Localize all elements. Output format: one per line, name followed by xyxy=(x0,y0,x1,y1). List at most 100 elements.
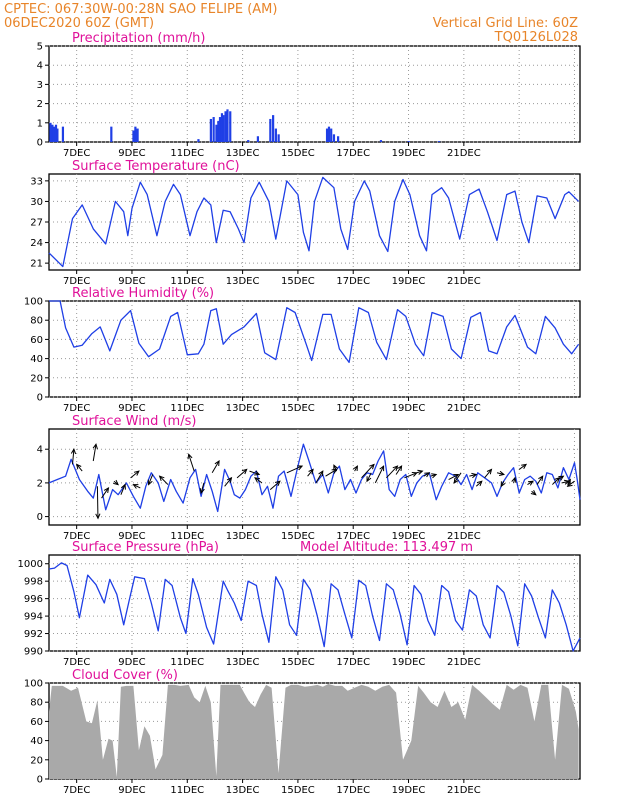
precip-bar xyxy=(269,118,272,142)
precip-bar xyxy=(277,134,280,142)
forecast-date: 06DEC2020 60Z (GMT) xyxy=(4,16,154,31)
wind-arrow-shaft xyxy=(307,469,314,477)
wind-arrow-shaft xyxy=(475,480,483,487)
precip-bar xyxy=(209,118,212,142)
station-header: CPTEC: 067:30W-00:28N SAO FELIPE (AM) xyxy=(4,2,277,17)
humidity-xtick-label: 21DEC xyxy=(447,403,481,414)
wind-xtick-label: 9DEC xyxy=(118,531,145,542)
wind-arrow-head xyxy=(133,470,140,476)
precip-bar xyxy=(56,128,59,142)
temperature-xtick-label: 7DEC xyxy=(63,276,90,287)
temperature-panel: 21 24 27 30 33 7DEC 9DEC 11DEC 13DEC 15DEC 17DEC 19… xyxy=(30,159,581,287)
cloud-panel: 0 20 40 60 80 100 7DEC 9DEC 11DEC 13DEC 15DEC 17DEC… xyxy=(24,668,581,796)
wind-arrow-shaft xyxy=(386,465,398,479)
wind-arrow-head xyxy=(527,480,534,486)
wind-arrow-shaft xyxy=(361,464,375,479)
wind-arrow-shaft xyxy=(448,474,459,480)
pressure-frame xyxy=(48,554,581,652)
precip-bar xyxy=(132,130,135,142)
vertical-grid-note: Vertical Grid Line: 60Z xyxy=(433,16,578,31)
pressure-xtick-label: 9DEC xyxy=(118,657,145,668)
wind-ytick-label: 0 xyxy=(37,512,43,523)
wind-arrow-head xyxy=(353,465,358,472)
wind-arrow-shaft xyxy=(374,465,385,484)
wind-arrow-head xyxy=(103,486,110,493)
precip-bar xyxy=(325,128,329,142)
wind-arrow-head xyxy=(558,475,565,481)
wind-arrow-head xyxy=(187,453,193,460)
wind-arrow-shaft xyxy=(567,480,575,487)
wind-xtick-label: 19DEC xyxy=(392,531,426,542)
cloud-xtick-label: 17DEC xyxy=(336,785,370,796)
cloud-ytick-label: 0 xyxy=(37,775,43,786)
wind-arrow-shaft xyxy=(236,469,248,479)
humidity-xtick-label: 11DEC xyxy=(170,403,204,414)
temperature-ytick-label: 30 xyxy=(30,197,43,208)
wind-xtick-label: 7DEC xyxy=(63,531,90,542)
wind-arrow-head xyxy=(241,468,248,475)
humidity-ytick-label: 80 xyxy=(30,316,43,327)
precip-bar xyxy=(226,109,229,142)
wind-arrow-head xyxy=(158,475,165,482)
humidity-line xyxy=(49,300,580,364)
cloud-ytick-label: 60 xyxy=(30,717,43,728)
wind-arrow-head xyxy=(214,460,220,467)
humidity-ytick-label: 40 xyxy=(30,354,43,365)
precip-bar xyxy=(217,120,220,142)
pressure-ytick-label: 998 xyxy=(24,577,43,588)
precipitation-ytick-label: 0 xyxy=(37,138,43,149)
precip-bar xyxy=(49,122,52,142)
wind-arrow-head xyxy=(147,479,153,486)
precipitation-xtick-label: 19DEC xyxy=(392,148,426,159)
precip-bar xyxy=(61,126,65,142)
temperature-ytick-label: 24 xyxy=(30,238,43,249)
wind-arrow-shaft xyxy=(211,460,220,474)
wind-xtick-label: 13DEC xyxy=(226,531,260,542)
precip-bar xyxy=(330,128,333,142)
wind-arrow-head xyxy=(566,478,571,485)
cloud-title: Cloud Cover (%) xyxy=(72,668,178,683)
precip-bar xyxy=(215,124,218,142)
precipitation-xtick-label: 11DEC xyxy=(170,148,204,159)
cloud-ytick-label: 20 xyxy=(30,755,43,766)
wind-arrow-head xyxy=(453,473,460,479)
wind-arrow-shaft xyxy=(188,454,195,472)
wind-arrow-shaft xyxy=(133,484,141,489)
wind-arrow-head xyxy=(566,481,573,487)
wind-arrow-head xyxy=(411,472,418,477)
wind-arrow-head xyxy=(366,476,372,483)
wind-arrow-head xyxy=(70,448,77,455)
wind-frame xyxy=(48,428,581,526)
precip-bar xyxy=(110,126,113,142)
wind-arrow-shaft xyxy=(484,469,492,479)
temperature-title: Surface Temperature (nC) xyxy=(72,159,240,174)
wind-arrow-head xyxy=(397,465,403,472)
wind-arrow-head xyxy=(132,484,139,489)
wind-arrow-head xyxy=(521,463,528,470)
wind-arrow-shaft xyxy=(76,464,83,472)
wind-arrow-head xyxy=(199,488,205,495)
wind-arrow-head xyxy=(274,480,281,486)
precip-bar xyxy=(224,111,227,142)
wind-xtick-label: 17DEC xyxy=(336,531,370,542)
precipitation-xtick-label: 7DEC xyxy=(63,148,90,159)
precip-bar xyxy=(437,141,441,142)
wind-arrow-head xyxy=(486,468,493,475)
wind-xtick-label: 21DEC xyxy=(447,531,481,542)
pressure-panel: 990 992 994 996 998 1000 7DEC 9DEC 11DEC 13DEC 15D… xyxy=(18,540,581,668)
humidity-xtick-label: 7DEC xyxy=(63,403,90,414)
precipitation-xtick-label: 9DEC xyxy=(118,148,145,159)
pressure-ytick-label: 990 xyxy=(24,647,43,658)
pressure-xtick-label: 17DEC xyxy=(336,657,370,668)
precipitation-xtick-label: 21DEC xyxy=(447,148,481,159)
wind-xtick-label: 11DEC xyxy=(170,531,204,542)
pressure-ytick-label: 992 xyxy=(24,629,43,640)
wind-arrow-head xyxy=(417,469,424,475)
humidity-ytick-label: 60 xyxy=(30,335,43,346)
wind-arrow-head xyxy=(318,470,324,477)
humidity-title: Relative Humidity (%) xyxy=(72,286,214,301)
wind-arrow-head xyxy=(369,463,375,470)
precip-bar xyxy=(54,124,58,142)
